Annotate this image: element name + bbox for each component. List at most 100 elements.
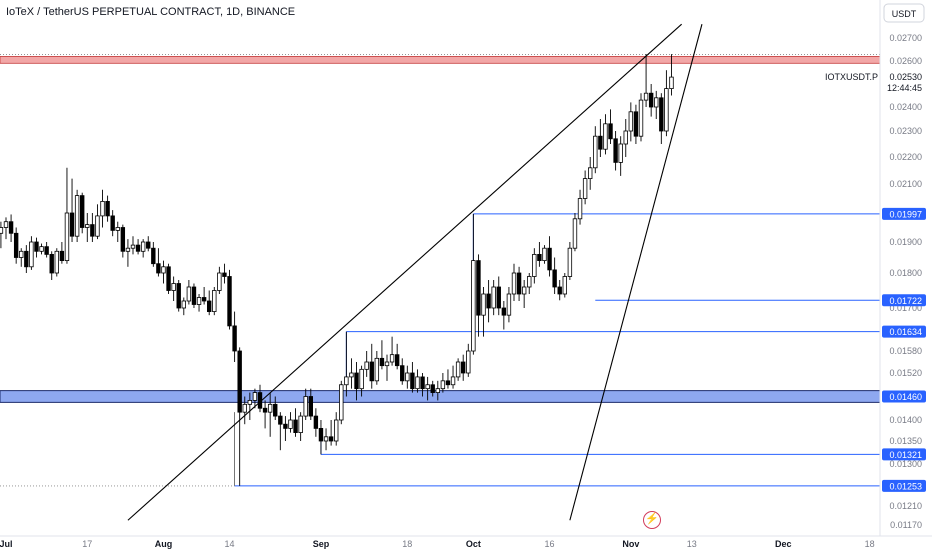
candle-body — [19, 250, 24, 258]
price-level-badge — [882, 294, 926, 307]
candle-body — [466, 350, 471, 374]
candle-body — [278, 415, 283, 425]
candle-body — [201, 297, 207, 302]
candle-body — [374, 357, 380, 382]
price-tick-label: 0.01300 — [889, 459, 922, 469]
candle-body — [440, 380, 446, 390]
candle-body — [176, 283, 181, 309]
price-tick-label: 0.01580 — [889, 346, 922, 356]
candle-body — [425, 384, 430, 390]
time-tick-label: Nov — [622, 539, 639, 549]
candle-body — [628, 111, 634, 132]
candle-body — [511, 272, 517, 295]
candle-body — [44, 246, 49, 255]
candle-body — [247, 400, 253, 405]
candle-body — [303, 396, 308, 417]
price-level-badge — [882, 448, 926, 461]
candle-body — [659, 97, 664, 132]
candle-body — [161, 266, 166, 274]
time-axis[interactable]: Jul 17 Aug 14 Sep 18 Oct 16 Nov 13 Dec 18 — [0, 535, 932, 549]
candle-body — [359, 368, 364, 390]
candle-body — [567, 247, 573, 277]
candle-body — [308, 396, 313, 417]
price-level-badge-text: 0.01722 — [889, 296, 922, 306]
candle-body — [623, 130, 628, 145]
candle-body — [262, 407, 268, 413]
candle-body — [542, 247, 547, 261]
candle-body — [181, 300, 186, 309]
candle-body — [339, 384, 344, 421]
price-tick-label: 0.02400 — [889, 102, 922, 112]
candle-body — [633, 111, 639, 137]
candle-body — [664, 88, 669, 132]
time-tick-label: 13 — [687, 539, 697, 549]
candle-body — [105, 200, 110, 217]
resistance-zone — [0, 56, 881, 64]
price-level-badge — [882, 325, 926, 338]
candle-body — [0, 227, 4, 234]
candle-body — [24, 250, 29, 268]
price-tick-label: 0.02200 — [889, 152, 922, 162]
price-tick-label: 0.02700 — [889, 33, 922, 43]
price-tick-label: 0.01170 — [890, 520, 922, 530]
price-tick-label: 0.01800 — [889, 268, 922, 278]
candle-body — [415, 376, 420, 390]
candle-body — [49, 253, 54, 274]
candle-body — [364, 361, 369, 370]
price-axis[interactable]: USDT 0.02700 0.02600 0.02400 0.02300 0.02200 0… — [825, 0, 932, 550]
price-level-badge — [882, 207, 926, 220]
candle-body — [3, 221, 9, 228]
candle-body — [638, 99, 644, 137]
candle-body — [547, 247, 552, 271]
candle-body — [618, 143, 623, 163]
candle-body — [328, 436, 334, 442]
candle-body — [293, 419, 298, 433]
candle-body — [85, 224, 90, 228]
time-tick-label: 18 — [865, 539, 875, 549]
candle-body — [588, 167, 593, 180]
candle-body — [648, 92, 654, 108]
trend-line — [127, 23, 683, 521]
candle-body — [64, 212, 70, 261]
candle-body — [39, 246, 44, 252]
candle-body — [69, 212, 75, 237]
candle-body — [532, 253, 537, 277]
price-tick-label: 0.01900 — [889, 237, 922, 247]
candle-body — [156, 263, 161, 274]
candle-body — [384, 361, 390, 367]
countdown-label: 12:44:45 — [887, 83, 922, 93]
price-tick-label: 0.01400 — [889, 415, 922, 425]
candle-body — [283, 423, 288, 429]
candle-body — [13, 232, 19, 258]
trend-line — [569, 24, 703, 521]
candle-body — [313, 415, 319, 429]
candle-body — [80, 195, 85, 228]
candle-body — [323, 436, 329, 442]
price-level-badge — [882, 479, 926, 492]
candle-body — [410, 372, 415, 390]
candle-body — [613, 138, 618, 163]
candle-body — [252, 392, 258, 401]
candle-body — [552, 269, 557, 288]
candle-body — [476, 260, 481, 316]
time-tick-label: 18 — [402, 539, 412, 549]
candle-body — [95, 215, 100, 237]
price-level-badge-text: 0.01321 — [889, 450, 922, 460]
candle-body — [506, 293, 512, 316]
candle-body — [669, 76, 674, 89]
candle-body — [562, 276, 567, 295]
candle-body — [369, 361, 374, 382]
candle-body — [450, 376, 456, 386]
currency-label: USDT — [892, 9, 917, 19]
candle-body — [460, 361, 466, 374]
candle-body — [394, 354, 400, 367]
candle-body — [288, 419, 293, 429]
candle-body — [379, 357, 385, 367]
time-tick-label: 16 — [545, 539, 555, 549]
candle-body — [603, 123, 608, 150]
zones-layer — [0, 54, 881, 403]
price-level-badge-text: 0.01634 — [889, 327, 922, 337]
last-price-label: 0.02530 — [889, 72, 922, 82]
